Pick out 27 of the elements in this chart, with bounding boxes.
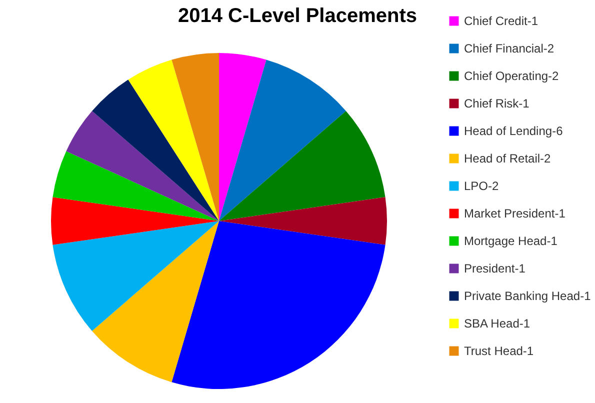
pie-slice (128, 60, 219, 221)
pie-slice (92, 221, 219, 382)
legend-label: Chief Credit-1 (464, 14, 538, 28)
legend-label: Trust Head-1 (464, 344, 534, 358)
legend-label: Head of Retail-2 (464, 152, 552, 166)
legend-label: President-1 (464, 262, 526, 276)
pie-slice (219, 110, 386, 221)
pie-slice (66, 110, 219, 221)
legend-label: SBA Head-1 (464, 316, 530, 330)
legend-label: Chief Operating-2 (464, 69, 560, 83)
pie-slice (172, 53, 219, 221)
pie-slice (92, 80, 219, 221)
legend-label: Head of Lending-6 (464, 124, 564, 138)
legend-label: Chief Risk-1 (464, 96, 530, 110)
chart-title: 2014 C-Level Placements (178, 5, 418, 27)
legend-label: Market President-1 (464, 206, 566, 220)
pie-slice (52, 151, 219, 221)
pie-slice (219, 53, 266, 221)
pie-slice (219, 60, 346, 221)
pie-slice (219, 197, 387, 245)
pie-slice (172, 221, 386, 389)
legend-label: Private Banking Head-1 (464, 289, 592, 303)
pie-slice (51, 197, 219, 245)
legend-label: Mortgage Head-1 (464, 234, 558, 248)
pie-slice (52, 221, 219, 331)
legend-label: LPO-2 (464, 179, 500, 193)
legend-label: Chief Financial-2 (464, 42, 554, 56)
